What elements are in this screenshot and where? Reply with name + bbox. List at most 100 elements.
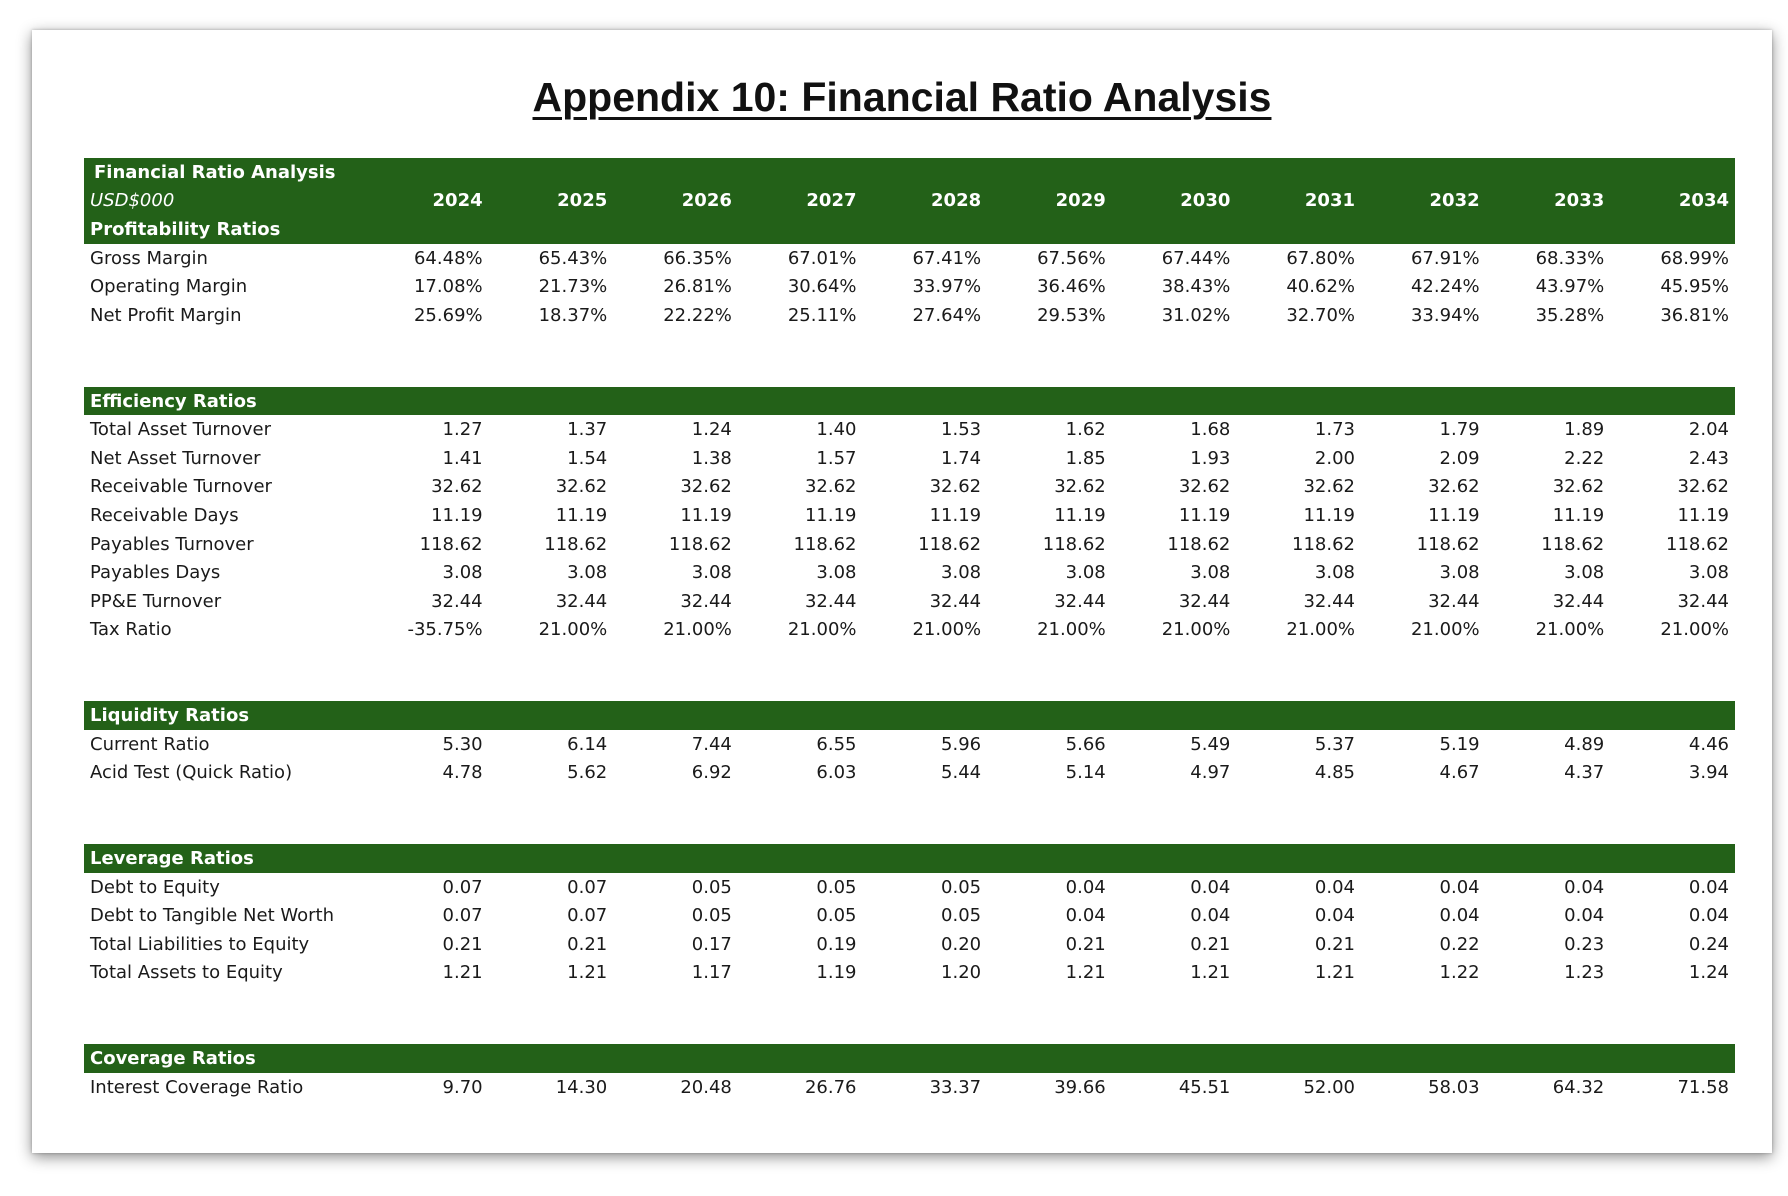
ratio-value: 0.21: [1190, 933, 1231, 955]
ratio-value: 32.62: [1428, 476, 1480, 498]
row-label: Receivable Days: [90, 504, 239, 526]
ratio-value: 3.08: [691, 562, 732, 584]
table-row: Debt to Equity 0.07 0.07 0.05 0.05 0.05 0.04 0.…: [84, 873, 1735, 902]
section-header-row: Leverage Ratios: [84, 844, 1735, 873]
ratio-value: 32.44: [929, 590, 982, 612]
ratio-value: 3.08: [1439, 562, 1480, 584]
page-title: Appendix 10: Financial Ratio Analysis: [532, 74, 1272, 120]
ratio-value: 1.54: [567, 447, 608, 469]
table-row: PP&E Turnover 32.44 32.44 32.44 32.44 32.44 32…: [84, 587, 1735, 616]
ratio-value: 67.56%: [1037, 247, 1106, 269]
ratio-value: 3.08: [1065, 562, 1106, 584]
ratio-value: 118.62: [793, 533, 857, 555]
ratio-value: 32.44: [1552, 590, 1605, 612]
table-row: Total Liabilities to Equity 0.21 0.21 0.17 0…: [84, 930, 1735, 959]
ratio-value: 32.62: [1054, 476, 1106, 498]
ratio-value: 21.00%: [538, 619, 608, 641]
row-label: Payables Days: [90, 562, 221, 584]
row-label: Debt to Tangible Net Worth: [90, 905, 334, 927]
ratio-value: 32.44: [431, 590, 483, 612]
ratio-value: 118.62: [544, 533, 608, 555]
ratio-value: 21.73%: [538, 276, 608, 298]
ratio-value: 1.24: [691, 419, 732, 441]
ratio-value: 1.21: [442, 962, 483, 984]
ratio-value: 67.91%: [1410, 247, 1480, 269]
year-header-2027: 2027: [737, 186, 863, 216]
table-row: Interest Coverage Ratio 9.70 14.30 20.48 26.…: [84, 1073, 1735, 1102]
ratio-value: 2.09: [1439, 447, 1480, 469]
year-header-2025: 2025: [488, 186, 614, 216]
ratio-value: 11.19: [1054, 504, 1106, 526]
ratio-value: 11.19: [804, 504, 857, 526]
ratio-value: 118.62: [1292, 533, 1355, 555]
ratio-value: 33.37: [929, 1076, 982, 1098]
table-row: Total Assets to Equity 1.21 1.21 1.17 1.19 1.…: [84, 959, 1735, 988]
ratio-value: 32.62: [804, 476, 857, 498]
ratio-value: 38.43%: [1161, 276, 1231, 298]
ratio-value: 0.05: [941, 905, 982, 927]
ratio-value: 118.62: [1541, 533, 1605, 555]
row-label: Acid Test (Quick Ratio): [90, 762, 293, 784]
ratio-value: 32.44: [1303, 590, 1355, 612]
financial-ratio-table: Financial Ratio Analysis USD$000 2024 202…: [84, 158, 1735, 1102]
ratio-value: 5.37: [1314, 733, 1355, 755]
row-label: Current Ratio: [90, 733, 210, 755]
ratio-value: 118.62: [668, 533, 732, 555]
ratio-value: 1.62: [1065, 419, 1106, 441]
ratio-value: 0.05: [691, 876, 732, 898]
ratio-value: 11.19: [1552, 504, 1605, 526]
ratio-value: 11.19: [1428, 504, 1480, 526]
row-label: Receivable Turnover: [90, 476, 272, 498]
table-row: Net Profit Margin 25.69% 18.37% 22.22% 25.11…: [84, 301, 1735, 330]
ratio-value: 64.48%: [413, 247, 483, 269]
ratio-value: 1.79: [1439, 419, 1480, 441]
ratio-value: 11.19: [680, 504, 732, 526]
ratio-value: 4.67: [1439, 762, 1480, 784]
year-header-2032: 2032: [1361, 186, 1486, 216]
ratio-value: 0.19: [816, 933, 857, 955]
ratio-value: 4.89: [1564, 733, 1605, 755]
ratio-value: 40.62%: [1286, 276, 1355, 298]
ratio-value: 39.66: [1054, 1076, 1106, 1098]
ratio-value: 42.24%: [1410, 276, 1480, 298]
ratio-value: 11.19: [1178, 504, 1231, 526]
ratio-value: 4.85: [1314, 762, 1355, 784]
ratio-value: 36.46%: [1037, 276, 1106, 298]
table-row: Current Ratio 5.30 6.14 7.44 6.55 5.96 5.66 5.4…: [84, 730, 1735, 759]
ratio-value: 3.08: [816, 562, 857, 584]
ratio-value: 4.37: [1564, 762, 1605, 784]
ratio-value: 0.07: [567, 905, 608, 927]
ratio-value: 118.62: [918, 533, 982, 555]
ratio-value: 27.64%: [912, 304, 982, 326]
ratio-value: 67.44%: [1161, 247, 1231, 269]
ratio-value: 4.78: [442, 762, 483, 784]
ratio-value: 1.21: [1065, 962, 1106, 984]
ratio-value: 5.30: [442, 733, 483, 755]
ratio-value: 21.00%: [787, 619, 857, 641]
ratio-value: 3.08: [1314, 562, 1355, 584]
ratio-value: 21.00%: [1161, 619, 1231, 641]
section-header-row: Coverage Ratios: [84, 1044, 1735, 1073]
ratio-value: 67.80%: [1286, 247, 1355, 269]
ratio-value: 0.04: [1564, 876, 1605, 898]
ratio-value: 1.38: [691, 447, 732, 469]
ratio-value: 5.96: [941, 733, 982, 755]
section-header-row: Liquidity Ratios: [84, 701, 1735, 730]
ratio-value: 33.94%: [1410, 304, 1480, 326]
ratio-value: 21.00%: [1660, 619, 1729, 641]
ratio-value: 5.19: [1439, 733, 1480, 755]
ratio-value: 1.41: [442, 447, 483, 469]
section-header-row: Efficiency Ratios: [84, 386, 1735, 416]
ratio-value: 1.19: [816, 962, 857, 984]
ratio-value: 14.30: [555, 1076, 608, 1098]
ratio-value: 32.44: [1054, 590, 1106, 612]
ratio-value: 5.44: [941, 762, 982, 784]
ratio-value: 0.07: [442, 905, 483, 927]
ratio-value: 1.40: [816, 419, 857, 441]
ratio-value: 11.19: [431, 504, 483, 526]
ratio-value: 11.19: [1677, 504, 1729, 526]
ratio-value: 32.44: [804, 590, 857, 612]
ratio-value: 20.48: [680, 1076, 732, 1098]
ratio-value: 66.35%: [663, 247, 732, 269]
ratio-value: 68.99%: [1660, 247, 1729, 269]
